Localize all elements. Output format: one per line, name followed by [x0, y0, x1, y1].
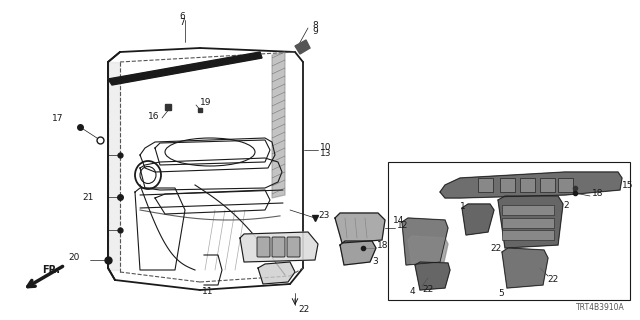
Text: 22: 22 — [298, 306, 309, 315]
Polygon shape — [402, 218, 448, 265]
Text: 7: 7 — [179, 18, 185, 27]
Text: 2: 2 — [563, 201, 568, 210]
Bar — [502, 218, 554, 228]
Polygon shape — [295, 40, 310, 54]
Bar — [502, 230, 554, 240]
Text: 19: 19 — [200, 98, 211, 107]
Polygon shape — [258, 262, 295, 284]
Text: 6: 6 — [179, 12, 185, 20]
Text: 1: 1 — [460, 202, 466, 211]
Text: 11: 11 — [202, 287, 214, 297]
Polygon shape — [240, 232, 318, 262]
Text: 22: 22 — [547, 276, 558, 284]
Bar — [500, 178, 515, 192]
Polygon shape — [108, 62, 120, 270]
Bar — [478, 178, 493, 192]
Text: 3: 3 — [372, 258, 378, 267]
Text: 23: 23 — [318, 211, 330, 220]
Bar — [558, 178, 573, 192]
Polygon shape — [462, 204, 494, 235]
Polygon shape — [335, 213, 385, 243]
Text: 22: 22 — [490, 244, 501, 252]
Text: 10: 10 — [320, 142, 332, 151]
Text: 21: 21 — [82, 193, 93, 202]
Text: 5: 5 — [498, 289, 504, 298]
Polygon shape — [415, 262, 450, 290]
Text: 17: 17 — [52, 114, 63, 123]
Text: 9: 9 — [312, 27, 317, 36]
Polygon shape — [498, 196, 563, 248]
Bar — [520, 178, 535, 192]
Text: 13: 13 — [320, 148, 332, 157]
Bar — [388, 162, 630, 300]
Text: TRT4B3910A: TRT4B3910A — [576, 303, 625, 313]
FancyBboxPatch shape — [272, 237, 285, 257]
Text: 22: 22 — [422, 285, 433, 294]
Text: FR.: FR. — [42, 265, 60, 275]
Text: 18: 18 — [377, 241, 388, 250]
Text: 16: 16 — [148, 111, 159, 121]
Text: 20: 20 — [68, 253, 79, 262]
Polygon shape — [502, 248, 548, 288]
Text: 8: 8 — [312, 20, 317, 29]
Polygon shape — [272, 52, 285, 198]
Text: 14: 14 — [393, 215, 404, 225]
FancyBboxPatch shape — [257, 237, 270, 257]
Bar — [502, 205, 554, 215]
Polygon shape — [340, 241, 376, 265]
FancyBboxPatch shape — [287, 237, 300, 257]
Bar — [540, 178, 555, 192]
Polygon shape — [408, 236, 448, 264]
Text: 15: 15 — [622, 180, 634, 189]
Polygon shape — [440, 172, 622, 198]
Text: 4: 4 — [410, 287, 415, 297]
Text: 12: 12 — [397, 220, 408, 229]
Text: 18: 18 — [592, 188, 604, 197]
Polygon shape — [108, 52, 262, 85]
